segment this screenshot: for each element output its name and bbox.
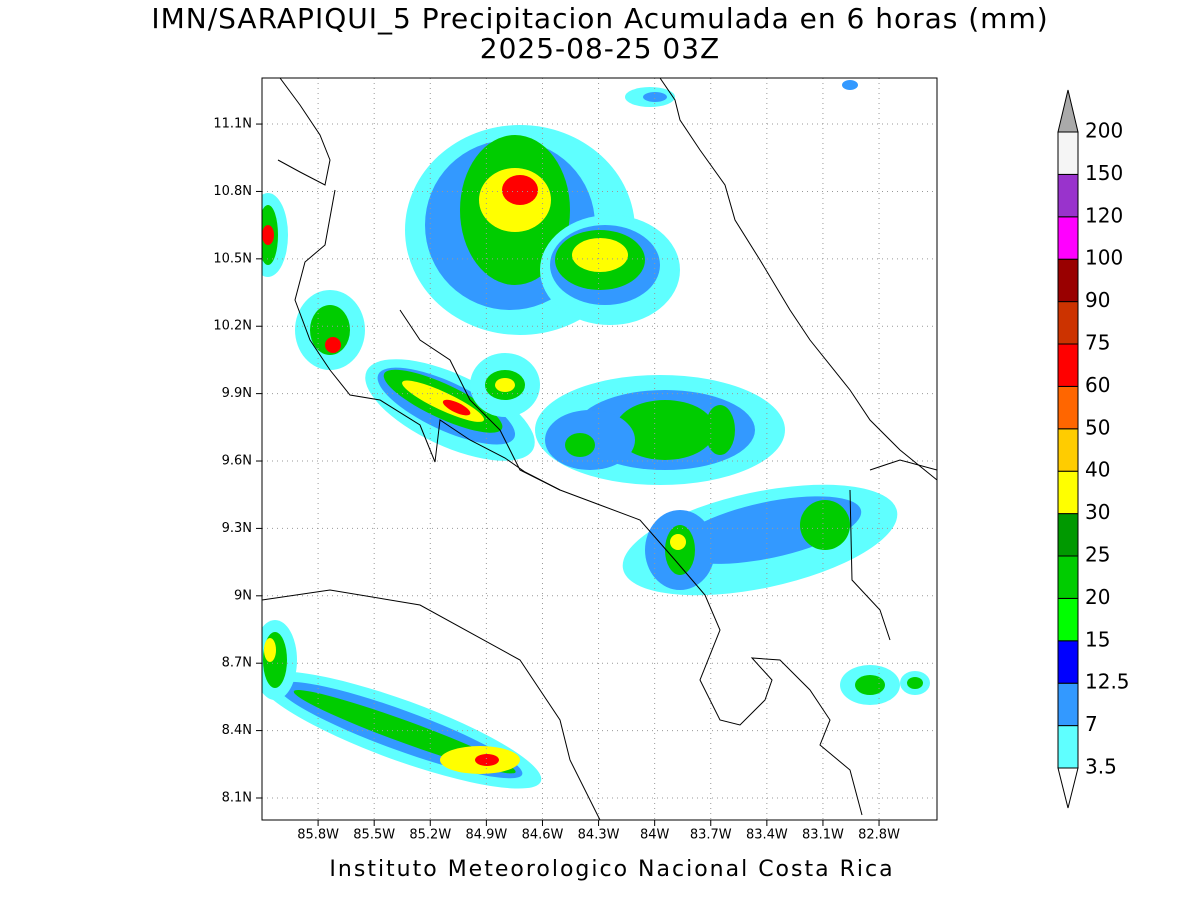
precip-area <box>565 433 595 457</box>
y-tick-label: 10.8N <box>213 184 252 199</box>
precip-area <box>262 225 274 245</box>
y-tick-label: 9.6N <box>222 454 252 469</box>
precip-area <box>264 638 276 662</box>
colorbar-label: 12.5 <box>1085 670 1130 694</box>
colorbar-label: 200 <box>1085 119 1123 143</box>
y-tick-label: 8.1N <box>222 790 252 805</box>
footer: Instituto Meteorologico Nacional Costa R… <box>329 857 894 882</box>
precip-area <box>907 677 923 689</box>
coastline <box>659 78 937 481</box>
colorbar-segment <box>1057 301 1079 345</box>
colorbar-segment <box>1057 216 1079 260</box>
y-tick-label: 11.1N <box>213 117 252 132</box>
title: IMN/SARAPIQUI_5 Precipitacion Acumulada … <box>151 2 1048 35</box>
colorbar-segment <box>1057 725 1079 769</box>
precip-band <box>365 359 535 461</box>
border <box>262 589 601 820</box>
precip-area <box>842 80 858 90</box>
x-tick-label: 84.9W <box>465 828 507 843</box>
colorbar-label: 100 <box>1085 246 1123 270</box>
x-tick-label: 83.1W <box>802 828 844 843</box>
x-tick-label: 82.8W <box>858 828 900 843</box>
precip-area <box>705 405 735 455</box>
colorbar-segment <box>1057 173 1079 218</box>
precip-area <box>572 238 628 272</box>
precip-area <box>800 500 850 550</box>
colorbar-segment <box>1057 682 1079 727</box>
precip-area <box>665 525 695 575</box>
precip-area <box>643 92 667 102</box>
y-tick-label: 9.3N <box>222 521 252 536</box>
colorbar: 3.5 7 12.5 15 20 25 30 40 50 60 75 90 100 120 150 200 <box>1057 89 1130 809</box>
precip-area <box>325 337 341 353</box>
colorbar-segment <box>1057 640 1079 684</box>
x-tick-label: 84.3W <box>578 828 620 843</box>
colorbar-label: 25 <box>1085 543 1110 567</box>
colorbar-label: 3.5 <box>1085 755 1117 779</box>
coastlines <box>262 78 937 820</box>
colorbar-label: 150 <box>1085 161 1123 185</box>
colorbar-segment <box>1057 428 1079 472</box>
x-tick-label: 83.4W <box>746 828 788 843</box>
colorbar-label: 7 <box>1085 712 1098 736</box>
precipitation-field <box>262 80 930 789</box>
colorbar-extend-high <box>1057 89 1079 133</box>
x-tick-label: 85.5W <box>353 828 395 843</box>
colorbar-segment <box>1057 385 1079 430</box>
x-tick-label: 85.2W <box>409 828 451 843</box>
precip-area <box>855 675 885 695</box>
colorbar-extend-low <box>1057 767 1079 809</box>
y-tick-label: 10.5N <box>213 251 252 266</box>
colorbar-segment <box>1057 555 1079 599</box>
colorbar-segment <box>1057 258 1079 303</box>
colorbar-label: 15 <box>1085 627 1110 651</box>
x-tick-label: 84W <box>640 828 670 843</box>
y-tick-label: 8.7N <box>222 656 252 671</box>
colorbar-label: 75 <box>1085 331 1110 355</box>
y-tick-label: 9N <box>234 588 252 603</box>
precip-area <box>475 754 499 766</box>
colorbar-label: 20 <box>1085 585 1110 609</box>
coastline <box>277 78 863 816</box>
colorbar-label: 50 <box>1085 415 1110 439</box>
x-tick-label: 83.7W <box>690 828 732 843</box>
precip-area <box>502 175 538 205</box>
colorbar-label: 30 <box>1085 500 1110 524</box>
colorbar-label: 40 <box>1085 458 1110 482</box>
colorbar-segment <box>1057 470 1079 515</box>
colorbar-segment <box>1057 513 1079 557</box>
colorbar-label: 120 <box>1085 203 1123 227</box>
colorbar-segment <box>1057 597 1079 642</box>
precip-area <box>670 534 686 550</box>
y-tick-label: 8.4N <box>222 723 252 738</box>
precip-area <box>615 400 715 460</box>
colorbar-label: 60 <box>1085 373 1110 397</box>
precip-area <box>442 399 471 416</box>
y-tick-label: 9.9N <box>222 386 252 401</box>
plot-frame <box>261 77 938 821</box>
coastline <box>399 309 561 491</box>
border <box>849 459 937 641</box>
precip-area <box>495 378 515 392</box>
x-tick-label: 85.8W <box>297 828 339 843</box>
colorbar-label: 90 <box>1085 288 1110 312</box>
colorbar-segment <box>1057 343 1079 387</box>
x-tick-label: 84.6W <box>522 828 564 843</box>
y-tick-label: 10.2N <box>213 319 252 334</box>
colorbar-segment <box>1057 131 1079 175</box>
subtitle: 2025-08-25 03Z <box>480 32 720 65</box>
grid <box>262 78 937 820</box>
